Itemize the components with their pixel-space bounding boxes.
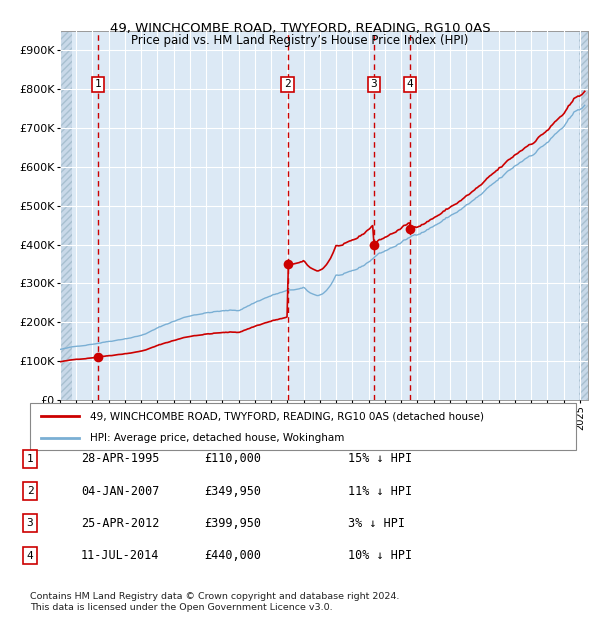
Text: 11-JUL-2014: 11-JUL-2014 xyxy=(81,549,160,562)
Text: Price paid vs. HM Land Registry’s House Price Index (HPI): Price paid vs. HM Land Registry’s House … xyxy=(131,34,469,47)
Text: 49, WINCHCOMBE ROAD, TWYFORD, READING, RG10 0AS: 49, WINCHCOMBE ROAD, TWYFORD, READING, R… xyxy=(110,22,490,35)
Bar xyxy=(60,31,72,400)
Text: 1: 1 xyxy=(94,79,101,89)
Text: 11% ↓ HPI: 11% ↓ HPI xyxy=(348,485,412,497)
Text: 10% ↓ HPI: 10% ↓ HPI xyxy=(348,549,412,562)
Text: 3% ↓ HPI: 3% ↓ HPI xyxy=(348,517,405,529)
Text: 3: 3 xyxy=(26,518,34,528)
Text: 28-APR-1995: 28-APR-1995 xyxy=(81,453,160,465)
Text: 49, WINCHCOMBE ROAD, TWYFORD, READING, RG10 0AS (detached house): 49, WINCHCOMBE ROAD, TWYFORD, READING, R… xyxy=(90,411,484,421)
Text: Contains HM Land Registry data © Crown copyright and database right 2024.
This d: Contains HM Land Registry data © Crown c… xyxy=(30,592,400,611)
Text: 4: 4 xyxy=(406,79,413,89)
Text: £399,950: £399,950 xyxy=(204,517,261,529)
Text: 2: 2 xyxy=(284,79,291,89)
Text: £349,950: £349,950 xyxy=(204,485,261,497)
Text: £110,000: £110,000 xyxy=(204,453,261,465)
Text: 1: 1 xyxy=(26,454,34,464)
Text: 15% ↓ HPI: 15% ↓ HPI xyxy=(348,453,412,465)
Text: HPI: Average price, detached house, Wokingham: HPI: Average price, detached house, Woki… xyxy=(90,433,344,443)
Bar xyxy=(578,31,588,400)
Text: 4: 4 xyxy=(26,551,34,560)
Text: £440,000: £440,000 xyxy=(204,549,261,562)
Text: 2: 2 xyxy=(26,486,34,496)
Text: 3: 3 xyxy=(371,79,377,89)
Text: 25-APR-2012: 25-APR-2012 xyxy=(81,517,160,529)
Text: 04-JAN-2007: 04-JAN-2007 xyxy=(81,485,160,497)
FancyBboxPatch shape xyxy=(30,403,576,450)
